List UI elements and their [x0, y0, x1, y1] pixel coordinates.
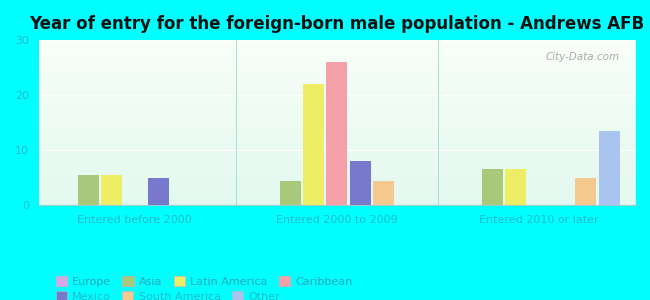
Bar	[599, 131, 619, 205]
Bar	[505, 169, 526, 205]
Legend: Mexico, South America, Other: Mexico, South America, Other	[51, 287, 285, 300]
Title: Year of entry for the foreign-born male population - Andrews AFB: Year of entry for the foreign-born male …	[29, 15, 645, 33]
Bar	[373, 181, 394, 205]
Bar	[77, 175, 99, 205]
Bar	[303, 84, 324, 205]
Bar	[280, 181, 301, 205]
Legend: Europe, Asia, Latin America, Caribbean: Europe, Asia, Latin America, Caribbean	[51, 272, 357, 291]
Bar	[575, 178, 596, 205]
Bar	[482, 169, 503, 205]
Bar	[148, 178, 168, 205]
Bar	[101, 175, 122, 205]
Bar	[326, 62, 347, 205]
Bar	[350, 161, 370, 205]
Text: City-Data.com: City-Data.com	[546, 52, 620, 62]
